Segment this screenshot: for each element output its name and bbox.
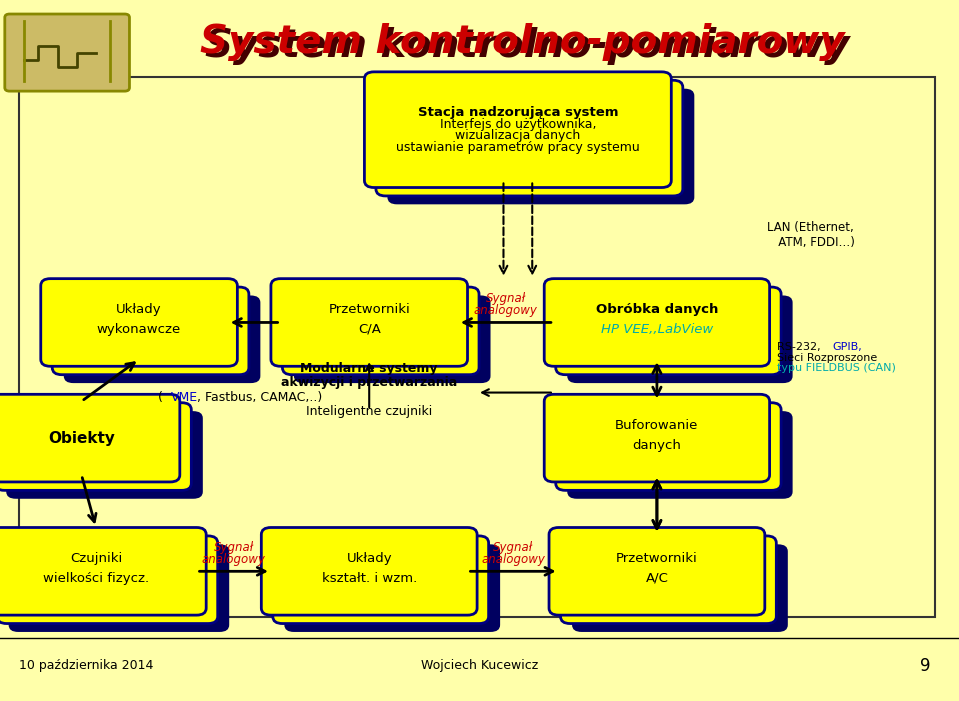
FancyBboxPatch shape xyxy=(0,536,218,624)
Text: 10 października 2014: 10 października 2014 xyxy=(19,660,153,672)
Text: Obróbka danych: Obróbka danych xyxy=(596,304,718,316)
FancyBboxPatch shape xyxy=(568,296,793,383)
Text: wielkości fizycz.: wielkości fizycz. xyxy=(43,572,149,585)
Text: GPIB,: GPIB, xyxy=(832,342,862,352)
Text: Przetworniki: Przetworniki xyxy=(328,304,410,316)
FancyBboxPatch shape xyxy=(53,287,249,374)
Text: analogowy: analogowy xyxy=(481,552,545,566)
FancyBboxPatch shape xyxy=(52,287,248,374)
FancyBboxPatch shape xyxy=(376,80,683,196)
Text: Sygnał: Sygnał xyxy=(214,540,254,554)
FancyBboxPatch shape xyxy=(282,287,480,374)
FancyBboxPatch shape xyxy=(0,527,206,615)
Text: System kontrolno-pomiarowy: System kontrolno-pomiarowy xyxy=(205,27,850,64)
FancyBboxPatch shape xyxy=(273,536,489,624)
Text: kształt. i wzm.: kształt. i wzm. xyxy=(321,572,417,585)
FancyBboxPatch shape xyxy=(561,536,777,624)
FancyBboxPatch shape xyxy=(270,278,467,366)
Text: Interfejs do użytkownika,: Interfejs do użytkownika, xyxy=(439,118,596,130)
Text: HP VEE,,LabView: HP VEE,,LabView xyxy=(600,323,713,336)
Text: analogowy: analogowy xyxy=(474,304,538,317)
FancyBboxPatch shape xyxy=(0,402,191,491)
Text: typu FIELDBUS (CAN): typu FIELDBUS (CAN) xyxy=(777,363,896,373)
Text: Przetworniki: Przetworniki xyxy=(616,552,698,565)
Text: (: ( xyxy=(158,391,163,404)
FancyBboxPatch shape xyxy=(5,14,129,91)
Text: System kontrolno-pomiarowy: System kontrolno-pomiarowy xyxy=(200,23,845,61)
Text: Obiekty: Obiekty xyxy=(48,430,115,446)
Text: Wojciech Kucewicz: Wojciech Kucewicz xyxy=(421,660,538,672)
FancyBboxPatch shape xyxy=(0,402,191,491)
FancyBboxPatch shape xyxy=(545,394,769,482)
FancyBboxPatch shape xyxy=(9,544,229,632)
Text: VME: VME xyxy=(171,391,198,404)
Text: akwizycji i przetwarzania: akwizycji i przetwarzania xyxy=(281,376,457,388)
FancyBboxPatch shape xyxy=(387,89,694,205)
Text: A/C: A/C xyxy=(645,572,668,585)
Text: Sieci Rozproszone: Sieci Rozproszone xyxy=(777,353,877,362)
FancyBboxPatch shape xyxy=(568,411,793,499)
Text: wykonawcze: wykonawcze xyxy=(97,323,181,336)
FancyBboxPatch shape xyxy=(545,278,769,366)
FancyBboxPatch shape xyxy=(556,402,781,491)
Text: danych: danych xyxy=(633,439,681,451)
Text: Czujniki: Czujniki xyxy=(70,552,122,565)
Text: Stacja nadzorująca system: Stacja nadzorująca system xyxy=(417,106,619,118)
Text: analogowy: analogowy xyxy=(201,552,266,566)
Text: ustawianie parametrów pracy systemu: ustawianie parametrów pracy systemu xyxy=(396,141,640,154)
FancyBboxPatch shape xyxy=(293,296,490,383)
FancyBboxPatch shape xyxy=(282,287,480,374)
Text: LAN (Ethernet,
   ATM, FDDI…): LAN (Ethernet, ATM, FDDI…) xyxy=(767,221,855,249)
Text: Sygnał: Sygnał xyxy=(493,540,533,554)
Text: Układy: Układy xyxy=(116,304,162,316)
FancyBboxPatch shape xyxy=(556,287,781,374)
FancyBboxPatch shape xyxy=(0,394,180,482)
FancyBboxPatch shape xyxy=(273,536,489,624)
FancyBboxPatch shape xyxy=(262,527,478,615)
FancyBboxPatch shape xyxy=(7,411,203,499)
Text: 9: 9 xyxy=(920,657,930,675)
Text: Sygnał: Sygnał xyxy=(486,292,526,305)
Text: Buforowanie: Buforowanie xyxy=(616,419,698,432)
FancyBboxPatch shape xyxy=(285,544,501,632)
FancyBboxPatch shape xyxy=(376,80,683,196)
FancyBboxPatch shape xyxy=(40,278,237,366)
FancyBboxPatch shape xyxy=(364,72,671,188)
Text: , Fastbus, CAMAC,..): , Fastbus, CAMAC,..) xyxy=(197,391,322,404)
FancyBboxPatch shape xyxy=(556,402,781,491)
FancyBboxPatch shape xyxy=(572,544,788,632)
Text: Układy: Układy xyxy=(346,552,392,565)
FancyBboxPatch shape xyxy=(63,296,260,383)
FancyBboxPatch shape xyxy=(561,536,777,624)
Text: C/A: C/A xyxy=(358,323,381,336)
FancyBboxPatch shape xyxy=(556,287,781,374)
Text: RS-232,: RS-232, xyxy=(777,342,824,352)
FancyBboxPatch shape xyxy=(0,536,218,624)
Text: Modularne systemy: Modularne systemy xyxy=(300,362,438,374)
Text: wizualizacja danych: wizualizacja danych xyxy=(456,129,580,142)
FancyBboxPatch shape xyxy=(549,527,765,615)
Text: Inteligentne czujniki: Inteligentne czujniki xyxy=(306,405,433,418)
